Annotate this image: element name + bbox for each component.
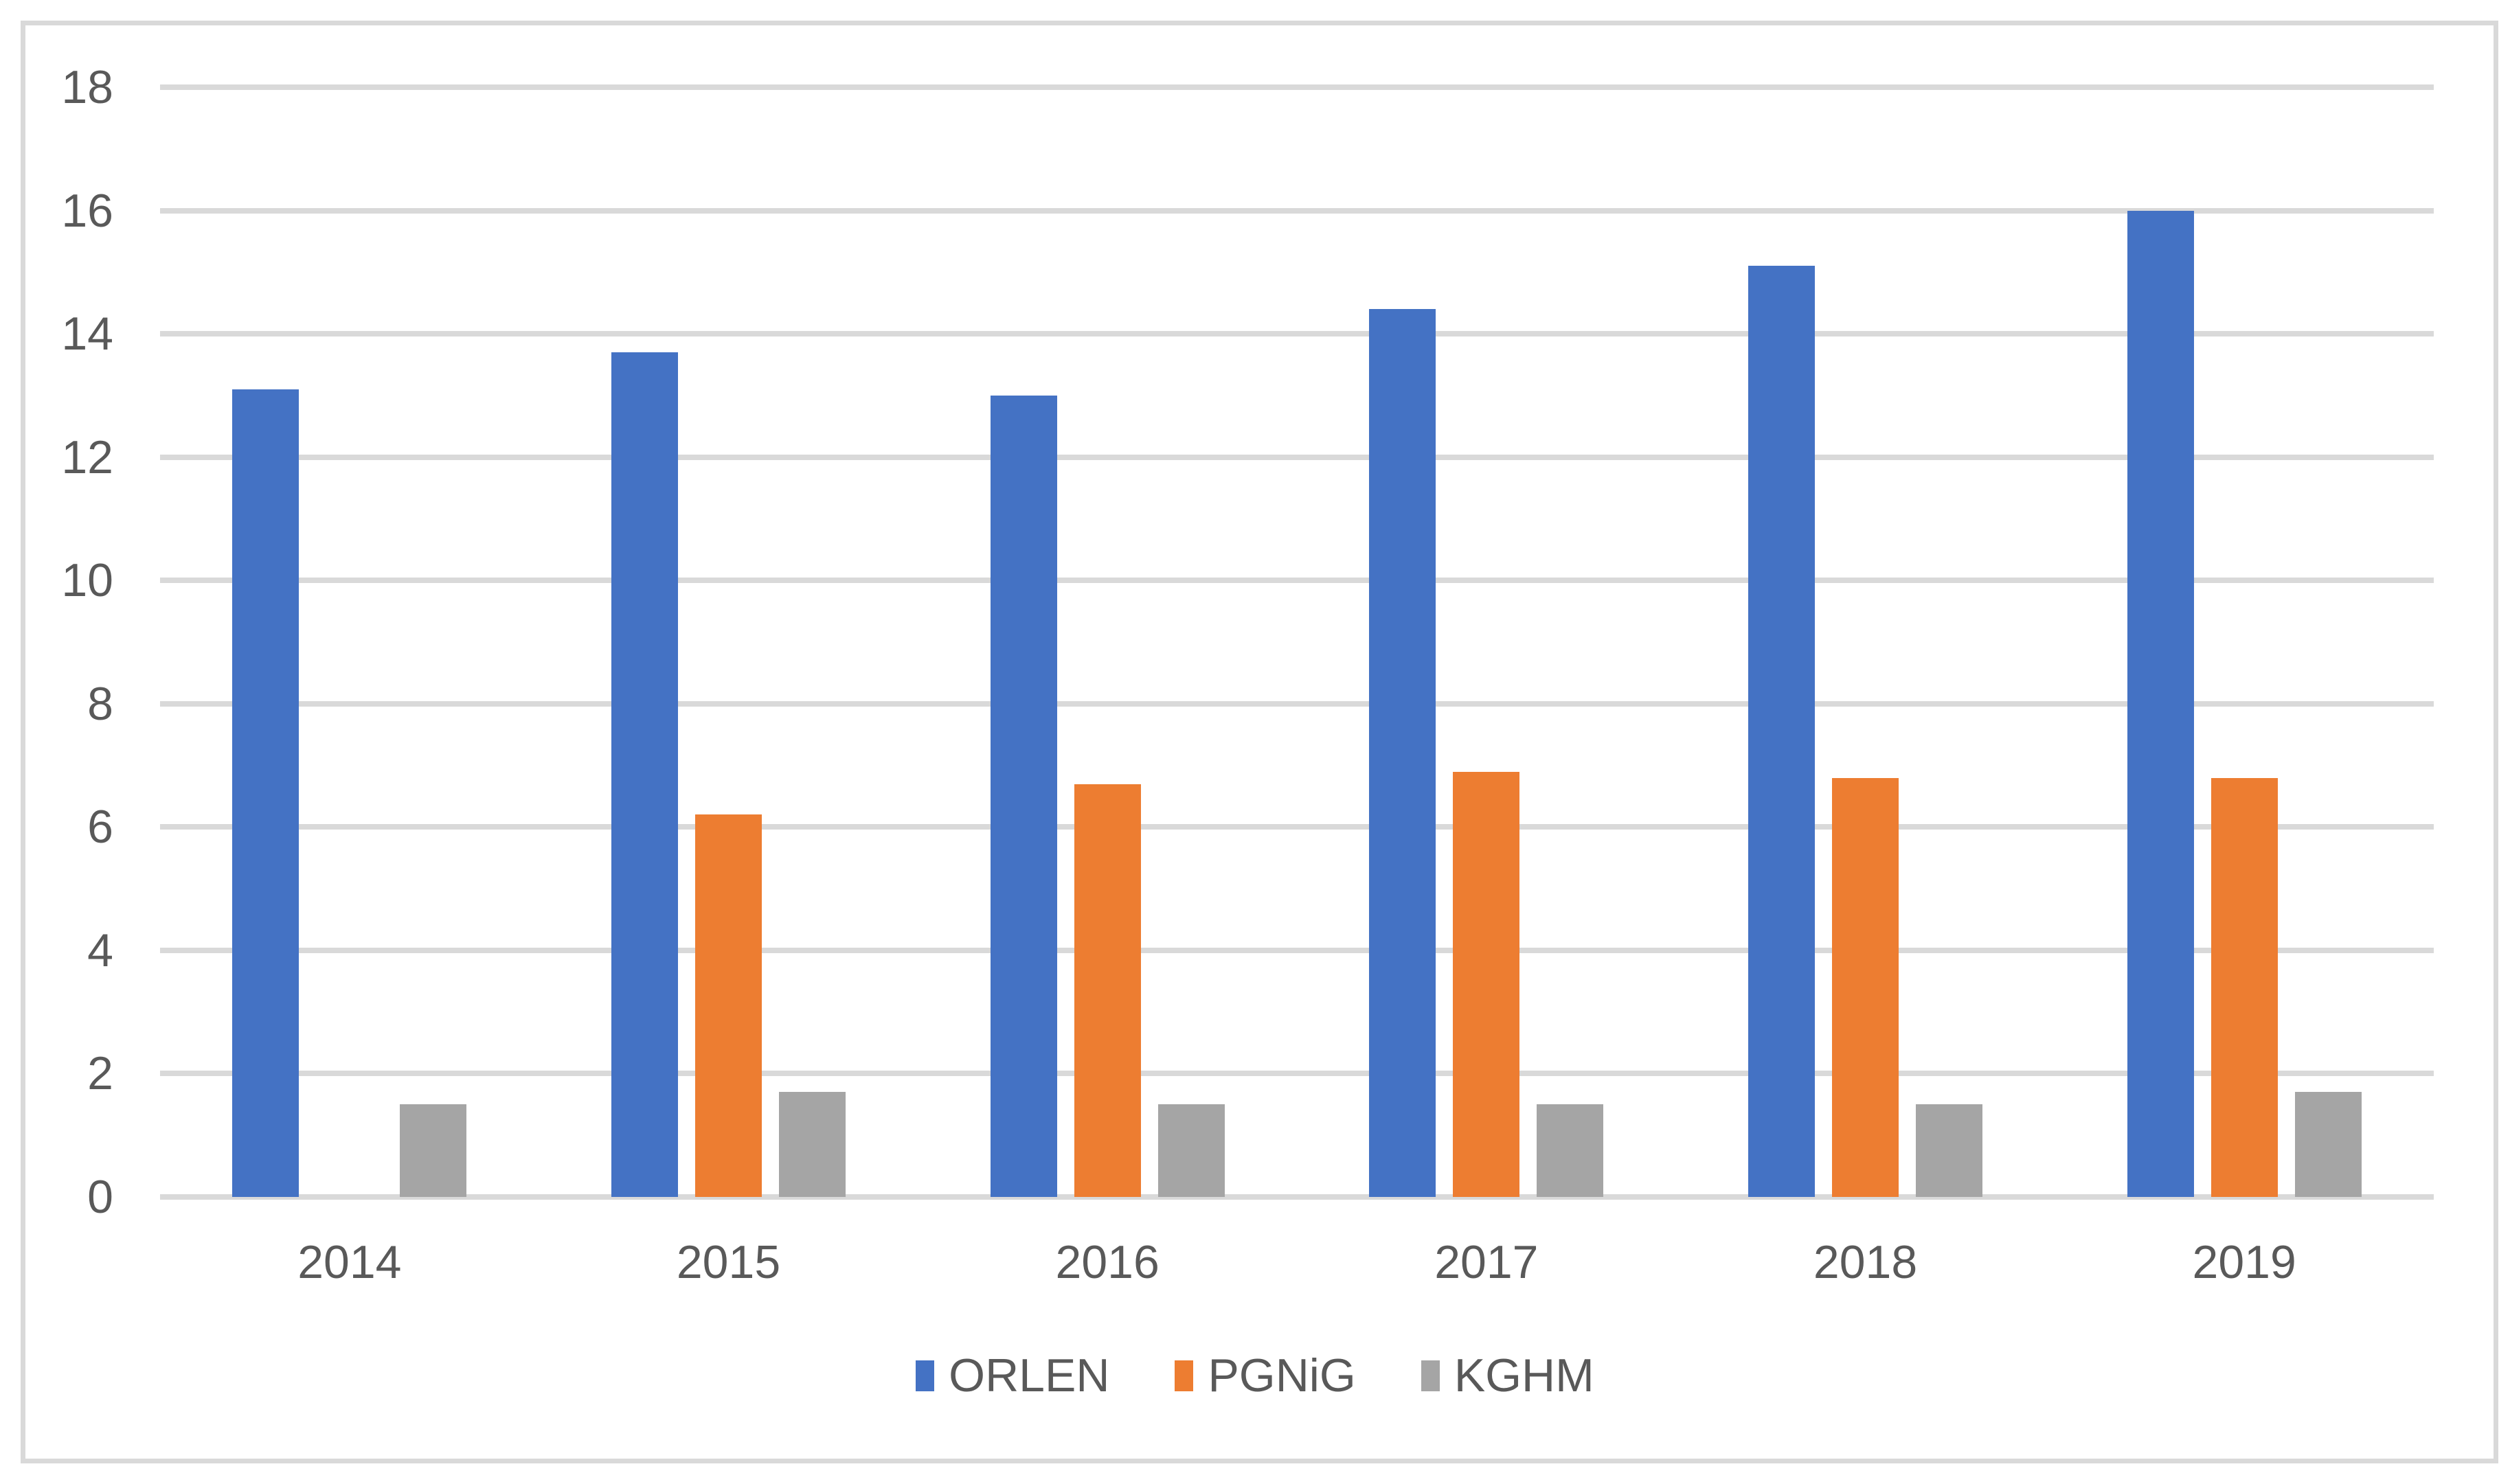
legend-item-pgnig: PGNiG <box>1175 1345 1356 1406</box>
gridline-2 <box>160 1071 2434 1077</box>
x-axis-label-2018: 2018 <box>1813 1236 1918 1288</box>
bar-group-2014 <box>160 87 539 1197</box>
x-axis-label-2015: 2015 <box>676 1236 781 1288</box>
x-axis-label-2014: 2014 <box>297 1236 402 1288</box>
bar-kghm-2016 <box>1157 1104 1225 1197</box>
legend-label-kghm: KGHM <box>1454 1349 1594 1402</box>
legend-item-orlen: ORLEN <box>916 1345 1109 1406</box>
y-tick-label-4: 4 <box>87 924 113 977</box>
bar-group-2015 <box>539 87 918 1197</box>
gridline-4 <box>160 947 2434 953</box>
bar-pgnig-2017 <box>1453 771 1520 1197</box>
legend-swatch-pgnig <box>1175 1360 1194 1391</box>
plot-area <box>160 84 2434 1200</box>
x-axis-labels: 2014 2015 2016 2017 2018 2019 <box>160 1235 2434 1290</box>
gridline-0 <box>160 1194 2434 1200</box>
gridline-12 <box>160 454 2434 460</box>
bar-pgnig-2019 <box>2211 777 2278 1197</box>
gridline-14 <box>160 331 2434 337</box>
bar-kghm-2018 <box>1916 1104 1983 1197</box>
bar-orlen-2014 <box>232 389 299 1197</box>
bar-group-2019 <box>2055 87 2434 1197</box>
bar-group-2018 <box>1676 87 2055 1197</box>
bar-group-2017 <box>1297 87 1676 1197</box>
y-tick-label-18: 18 <box>61 61 113 113</box>
legend-swatch-orlen <box>916 1360 935 1391</box>
legend-label-orlen: ORLEN <box>949 1349 1110 1402</box>
x-axis-label-2019: 2019 <box>2192 1236 2296 1288</box>
gridline-8 <box>160 700 2434 707</box>
bar-kghm-2014 <box>400 1104 467 1197</box>
bar-orlen-2019 <box>2127 210 2194 1197</box>
bar-orlen-2015 <box>611 352 678 1197</box>
x-axis-label-2017: 2017 <box>1434 1236 1539 1288</box>
legend-swatch-kghm <box>1421 1360 1440 1391</box>
bar-group-2016 <box>918 87 1297 1197</box>
y-tick-label-2: 2 <box>87 1047 113 1100</box>
bar-pgnig-2016 <box>1074 784 1141 1197</box>
gridline-16 <box>160 207 2434 214</box>
y-tick-label-8: 8 <box>87 677 113 730</box>
gridline-6 <box>160 824 2434 830</box>
gridline-18 <box>160 84 2434 90</box>
y-tick-label-12: 12 <box>61 431 113 483</box>
y-tick-label-6: 6 <box>87 801 113 854</box>
y-tick-label-16: 16 <box>61 184 113 237</box>
bar-orlen-2018 <box>1748 266 1816 1197</box>
legend-item-kghm: KGHM <box>1421 1345 1594 1406</box>
bar-kghm-2019 <box>2294 1092 2362 1197</box>
x-axis-label-2016: 2016 <box>1055 1236 1160 1288</box>
bar-orlen-2017 <box>1369 309 1436 1197</box>
y-tick-label-0: 0 <box>87 1171 113 1223</box>
y-tick-label-10: 10 <box>61 554 113 607</box>
bar-groups <box>160 87 2434 1197</box>
chart-frame <box>21 21 2498 1463</box>
bar-kghm-2017 <box>1537 1104 1604 1197</box>
bar-kghm-2015 <box>779 1092 846 1197</box>
bar-orlen-2016 <box>990 395 1057 1197</box>
bar-pgnig-2018 <box>1832 777 1899 1197</box>
legend: ORLEN PGNiG KGHM <box>0 1345 2510 1406</box>
legend-label-pgnig: PGNiG <box>1208 1349 1356 1402</box>
gridline-10 <box>160 578 2434 584</box>
y-tick-label-14: 14 <box>61 308 113 361</box>
bar-pgnig-2015 <box>695 814 762 1197</box>
